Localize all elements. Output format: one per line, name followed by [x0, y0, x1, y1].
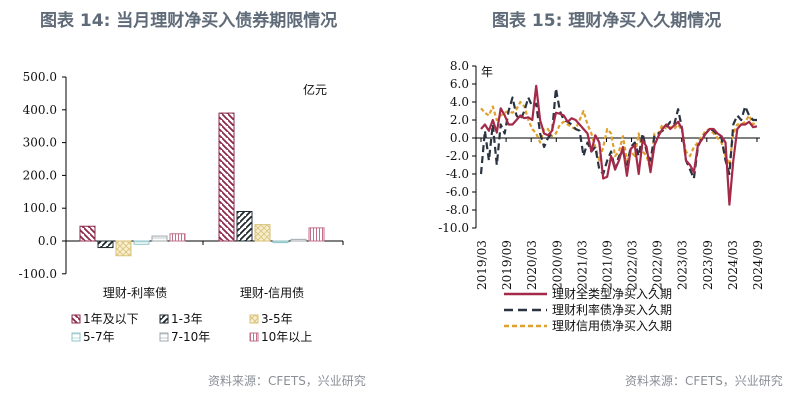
bar-1-3 — [272, 240, 289, 244]
right-x-tick: 2019/03 — [475, 240, 489, 290]
right-y-tick: -4.0 — [446, 167, 469, 181]
right-y-tick: -2.0 — [446, 149, 469, 163]
legend-swatch — [249, 332, 259, 342]
right-y-tick: -10.0 — [438, 221, 469, 235]
right-y-tick: 4.0 — [450, 95, 469, 109]
left-y-tick: 300.0 — [23, 136, 57, 150]
left-chart-title: 图表 14: 当月理财净买入债券期限情况 — [40, 11, 338, 31]
right-x-tick: 2022/09 — [651, 240, 665, 290]
right-unit-label: 年 — [481, 65, 493, 79]
right-x-tick: 2020/03 — [525, 240, 539, 290]
right-x-tick: 2019/09 — [500, 240, 514, 290]
legend-label: 理财信用债净买入久期 — [552, 319, 672, 333]
line-series-0 — [480, 84, 758, 206]
bar-0-0 — [79, 225, 96, 242]
line-series-1 — [479, 87, 757, 180]
bar-1-4 — [290, 238, 307, 242]
left-y-tick: -100.0 — [19, 267, 57, 281]
right-y-tick: 2.0 — [450, 113, 469, 127]
bar-1-5 — [308, 227, 325, 242]
bar-0-4 — [151, 235, 168, 242]
right-source-note: 资料来源：CFETS，兴业研究 — [625, 374, 783, 388]
right-y-tick: 0.0 — [450, 131, 469, 145]
left-category-label: 理财-利率债 — [103, 285, 167, 300]
legend-swatch — [159, 314, 169, 324]
right-y-tick: 8.0 — [450, 59, 469, 73]
bar-0-1 — [97, 240, 114, 249]
left-y-tick: 400.0 — [23, 103, 57, 117]
legend-label: 理财利率债净买入久期 — [552, 302, 672, 317]
legend-swatch — [249, 314, 259, 324]
right-y-tick: -8.0 — [446, 203, 469, 217]
legend-swatch — [71, 332, 81, 342]
right-x-tick: 2020/09 — [550, 240, 564, 290]
left-category-label: 理财-信用债 — [240, 286, 304, 300]
right-x-tick: 2024/09 — [751, 240, 765, 290]
legend-label: 3-5年 — [261, 312, 293, 326]
left-y-tick: 500.0 — [23, 70, 57, 84]
legend-label: 1年及以下 — [83, 312, 139, 326]
bar-0-2 — [115, 240, 132, 257]
left-unit-label: 亿元 — [303, 82, 327, 97]
right-x-tick: 2023/03 — [676, 240, 690, 290]
legend-label: 1-3年 — [171, 312, 203, 326]
left-y-tick: 0.0 — [38, 234, 57, 248]
right-y-tick: -6.0 — [446, 185, 469, 199]
legend-swatch — [71, 314, 81, 324]
right-chart-title: 图表 15: 理财净买入久期情况 — [492, 11, 722, 31]
left-y-tick: 100.0 — [23, 201, 57, 215]
right-x-tick: 2024/03 — [726, 240, 740, 290]
right-x-tick: 2021/03 — [575, 240, 589, 290]
bar-0-5 — [169, 233, 186, 242]
bar-1-2 — [254, 224, 271, 242]
left-source-note: 资料来源：CFETS，兴业研究 — [208, 374, 366, 388]
legend-label: 理财全类型净买入久期 — [552, 286, 672, 301]
bar-1-0 — [218, 112, 235, 242]
right-line-chart: 8.0 6.0 4.0 2.0 0.0 -2.0 -4.0 -6.0 -8.0 -10.0 年 201… — [438, 59, 765, 333]
bar-0-3 — [133, 240, 150, 245]
left-y-tick: 200.0 — [23, 168, 57, 182]
bar-1-1 — [236, 210, 253, 242]
right-x-tick: 2021/09 — [600, 240, 614, 290]
legend-label: 5-7年 — [83, 330, 115, 344]
legend-label: 7-10年 — [171, 330, 210, 344]
right-x-tick: 2022/03 — [626, 240, 640, 290]
legend-swatch — [159, 332, 169, 342]
right-x-tick: 2023/09 — [701, 240, 715, 290]
left-bar-chart: 500.0 400.0 300.0 200.0 100.0 0.0 -100.0 亿元理财-利… — [19, 70, 344, 344]
legend-label: 10年以上 — [261, 330, 312, 344]
right-y-tick: 6.0 — [450, 77, 469, 91]
